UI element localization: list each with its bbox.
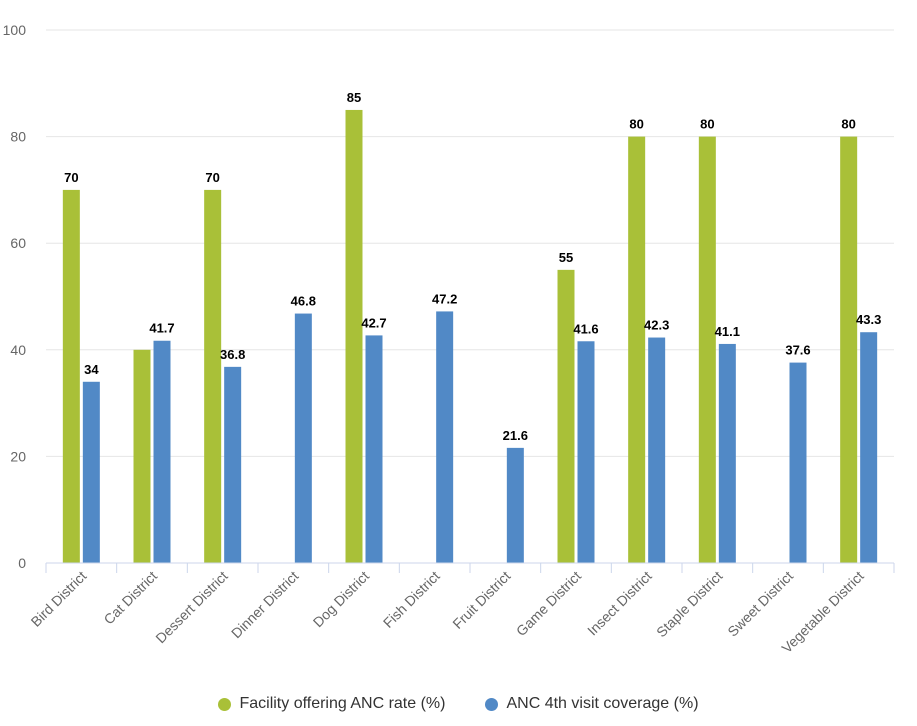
x-tick-label: Dog District	[310, 568, 373, 631]
bar[interactable]	[82, 381, 100, 563]
y-tick-label: 100	[3, 22, 27, 38]
legend-label-series-1: Facility offering ANC rate (%)	[239, 695, 446, 712]
x-tick-label: Fruit District	[449, 568, 513, 632]
data-label: 47.2	[432, 291, 457, 306]
bar[interactable]	[789, 362, 807, 563]
x-tick-label: Fish District	[380, 568, 443, 631]
y-axis: 0 20 40 60 80 100	[3, 22, 27, 571]
bar[interactable]	[153, 340, 171, 563]
data-label: 42.3	[644, 318, 669, 333]
data-label: 80	[629, 117, 643, 132]
legend-item-series-1[interactable]: Facility offering ANC rate (%)	[218, 695, 445, 713]
data-label: 41.7	[149, 321, 174, 336]
bar[interactable]	[345, 109, 363, 563]
data-label: 36.8	[220, 347, 245, 362]
data-label: 37.6	[785, 343, 810, 358]
bar[interactable]	[365, 335, 383, 563]
bar-chart: 0 20 40 60 80 100 70 70 85 55 80 80 80 34 41.7 36.8 46.…	[3, 22, 895, 656]
bar[interactable]	[224, 366, 242, 563]
x-tick-label: Dessert District	[152, 568, 230, 646]
data-label: 41.6	[573, 321, 598, 336]
legend-item-series-2[interactable]: ANC 4th visit coverage (%)	[485, 695, 699, 713]
legend: Facility offering ANC rate (%) ANC 4th v…	[0, 692, 917, 716]
bar[interactable]	[698, 136, 716, 563]
y-tick-label: 60	[10, 235, 26, 251]
legend-swatch-series-1	[218, 697, 232, 711]
bar[interactable]	[628, 136, 646, 563]
y-tick-label: 20	[10, 448, 26, 464]
data-label: 70	[64, 170, 78, 185]
bar[interactable]	[648, 337, 666, 563]
data-label: 34	[84, 362, 99, 377]
bar[interactable]	[557, 269, 575, 563]
data-label: 80	[700, 117, 714, 132]
legend-label-series-2: ANC 4th visit coverage (%)	[506, 695, 699, 712]
bars	[62, 109, 878, 563]
x-tick-label: Cat District	[100, 568, 160, 628]
bar[interactable]	[62, 189, 80, 563]
data-label: 43.3	[856, 312, 881, 327]
legend-swatch-series-2	[485, 697, 499, 711]
data-label: 85	[347, 90, 361, 105]
data-labels: 70 70 85 55 80 80 80 34 41.7 36.8 46.8 42.7 47.2 21.6…	[64, 90, 881, 443]
bar[interactable]	[133, 349, 151, 563]
x-tick-label: Bird District	[28, 568, 90, 630]
data-label: 46.8	[291, 294, 316, 309]
x-tick-label: Staple District	[653, 568, 725, 640]
x-tick-label: Insect District	[584, 568, 655, 639]
bar[interactable]	[840, 136, 858, 563]
x-tick-label: Dinner District	[228, 568, 302, 642]
y-tick-label: 40	[10, 342, 26, 358]
data-label: 80	[841, 117, 855, 132]
y-tick-label: 0	[18, 555, 26, 571]
data-label: 55	[559, 250, 573, 265]
data-label: 21.6	[503, 428, 528, 443]
bar[interactable]	[294, 313, 312, 563]
y-tick-label: 80	[10, 129, 26, 145]
bar[interactable]	[204, 189, 222, 563]
x-tick-label: Game District	[513, 568, 584, 639]
bar[interactable]	[506, 447, 524, 563]
bar[interactable]	[577, 341, 595, 563]
bar[interactable]	[718, 343, 736, 563]
bar[interactable]	[860, 332, 878, 563]
gridlines	[46, 29, 894, 457]
x-tick-label: Sweet District	[724, 568, 796, 640]
data-label: 42.7	[361, 315, 386, 330]
data-label: 41.1	[715, 324, 740, 339]
data-label: 70	[205, 170, 219, 185]
bar[interactable]	[436, 311, 454, 563]
